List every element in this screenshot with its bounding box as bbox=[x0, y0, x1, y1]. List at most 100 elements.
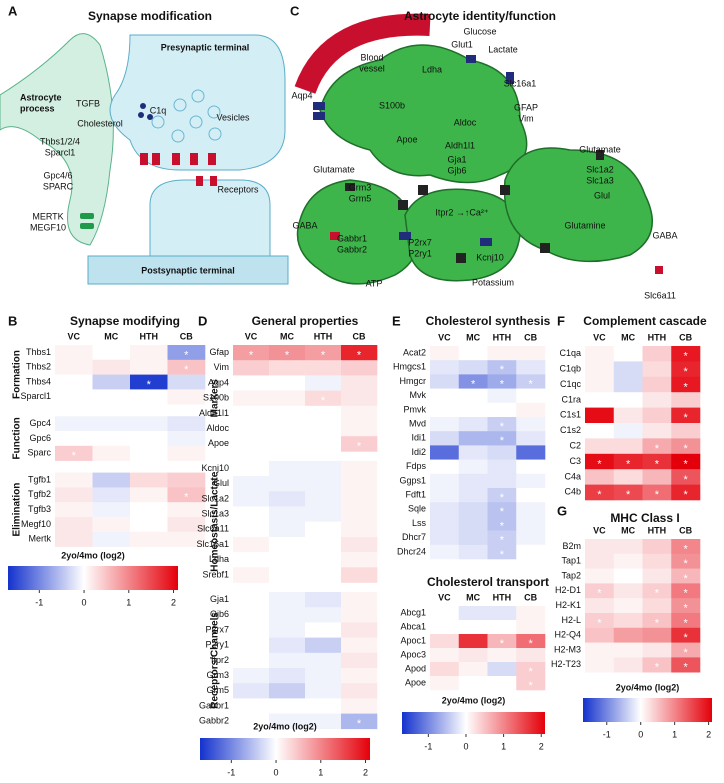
heatmap-cell bbox=[269, 390, 306, 407]
panel-letter: C bbox=[290, 3, 300, 18]
heatmap-cell bbox=[671, 438, 701, 455]
chart-title: Cholesterol transport bbox=[427, 575, 549, 589]
diagram-label: Glutamate bbox=[313, 164, 355, 174]
heatmap-cell bbox=[642, 346, 672, 362]
heatmap-cell bbox=[55, 431, 93, 447]
heatmap-cell bbox=[458, 516, 488, 531]
receptors bbox=[140, 153, 217, 186]
heatmap-cell bbox=[613, 568, 643, 584]
row-label: Fdft1 bbox=[405, 489, 426, 499]
significance-star: * bbox=[597, 458, 602, 470]
row-label: Slc1a2 bbox=[201, 493, 229, 503]
channels bbox=[313, 55, 514, 246]
significance-star: * bbox=[597, 489, 602, 501]
group-label: Markers bbox=[210, 379, 221, 418]
heatmap-cell bbox=[305, 592, 342, 608]
heatmap-cell bbox=[585, 613, 615, 629]
significance-star: * bbox=[683, 603, 688, 615]
diagram-label: Glutamine bbox=[564, 220, 605, 230]
heatmap-cell bbox=[613, 553, 643, 569]
significance-star: * bbox=[683, 617, 688, 629]
significance-star: * bbox=[147, 379, 152, 391]
row-label: Apoc1 bbox=[400, 635, 426, 645]
heatmap-cell bbox=[516, 346, 546, 361]
significance-star: * bbox=[683, 412, 688, 424]
heatmap-cell bbox=[130, 502, 168, 518]
colorbar-tick-label: -1 bbox=[35, 597, 43, 607]
significance-star: * bbox=[471, 378, 476, 390]
heatmap-cell bbox=[233, 390, 270, 407]
row-label: H2-T23 bbox=[551, 659, 581, 669]
diagram-label: Receptors bbox=[217, 184, 259, 194]
heatmap-cell bbox=[516, 374, 546, 389]
heatmap-cell bbox=[671, 361, 701, 378]
column-label: HTH bbox=[493, 592, 512, 602]
heatmap-cell bbox=[269, 698, 306, 714]
heatmap-cell bbox=[269, 506, 306, 522]
row-label: C1qb bbox=[559, 363, 581, 373]
column-label: HTH bbox=[140, 331, 159, 341]
diagram-label: Postsynaptic terminal bbox=[141, 265, 235, 275]
heatmap-cell bbox=[341, 713, 378, 730]
heatmap-cell bbox=[613, 453, 643, 470]
heatmap-cell bbox=[585, 657, 615, 673]
heatmap-cell bbox=[487, 676, 517, 691]
colorbar-tick-label: 2 bbox=[171, 597, 176, 607]
significance-star: * bbox=[683, 647, 688, 659]
heatmap-cell bbox=[130, 374, 168, 390]
heatmap-cell bbox=[671, 613, 701, 629]
diagram-label: Sparcl1 bbox=[45, 147, 76, 157]
row-label: Acat2 bbox=[403, 347, 426, 357]
row-label: C1s2 bbox=[560, 425, 581, 435]
heatmap-cell bbox=[642, 438, 672, 455]
heatmap-cell bbox=[613, 376, 643, 393]
significance-star: * bbox=[597, 588, 602, 600]
diagram-label: GABA bbox=[292, 220, 317, 230]
heatmap-cell bbox=[458, 473, 488, 489]
row-label: Mvd bbox=[409, 418, 426, 428]
row-label: Hmgcr bbox=[400, 376, 427, 386]
heatmap-cell bbox=[487, 488, 517, 503]
mertk-megf10 bbox=[80, 213, 94, 229]
colorbar bbox=[583, 698, 712, 722]
diagram-label: Astrocyte bbox=[20, 92, 62, 102]
significance-star: * bbox=[683, 351, 688, 363]
heatmap-cell bbox=[269, 668, 306, 684]
heatmap-cell bbox=[430, 346, 460, 361]
heatmap-cell bbox=[585, 376, 615, 393]
heatmap-cell bbox=[516, 459, 546, 475]
colorbar-tick-label: 0 bbox=[82, 597, 87, 607]
row-label: Thbs4 bbox=[26, 376, 51, 386]
heatmap-cell bbox=[487, 544, 517, 560]
heatmap-cell bbox=[233, 521, 270, 538]
heatmap-cell bbox=[55, 374, 93, 390]
heatmap-cell bbox=[341, 506, 378, 522]
diagram-label: Gpc4/6 bbox=[43, 170, 72, 180]
heatmap-cell bbox=[341, 637, 378, 654]
significance-star: * bbox=[184, 492, 189, 504]
heatmap-cell bbox=[305, 521, 342, 538]
heatmap-cell bbox=[269, 683, 306, 699]
heatmap-cell bbox=[585, 598, 615, 614]
heatmap-cell bbox=[167, 517, 206, 533]
heatmap-cell bbox=[487, 502, 517, 517]
heatmap-cell bbox=[487, 648, 517, 663]
heatmap-cell bbox=[642, 627, 672, 643]
heatmap-cell bbox=[269, 521, 306, 538]
heatmap-cell bbox=[92, 389, 131, 405]
heatmap-cell bbox=[671, 469, 701, 485]
heatmap-cell bbox=[516, 502, 546, 517]
heatmap-cell bbox=[642, 407, 672, 424]
diagram-label: Kcnj10 bbox=[476, 252, 504, 262]
heatmap-cell bbox=[516, 431, 546, 446]
presynaptic-terminal bbox=[109, 34, 286, 171]
heatmap-cell bbox=[92, 531, 131, 547]
diagram-label: Slc1a3 bbox=[586, 175, 614, 185]
heatmap-cell bbox=[167, 431, 206, 447]
heatmap-cell bbox=[516, 530, 546, 546]
heatmap-cell bbox=[671, 553, 701, 569]
heatmap-cell bbox=[487, 459, 517, 475]
heatmap-cell bbox=[341, 421, 378, 437]
column-label: CB bbox=[180, 331, 193, 341]
